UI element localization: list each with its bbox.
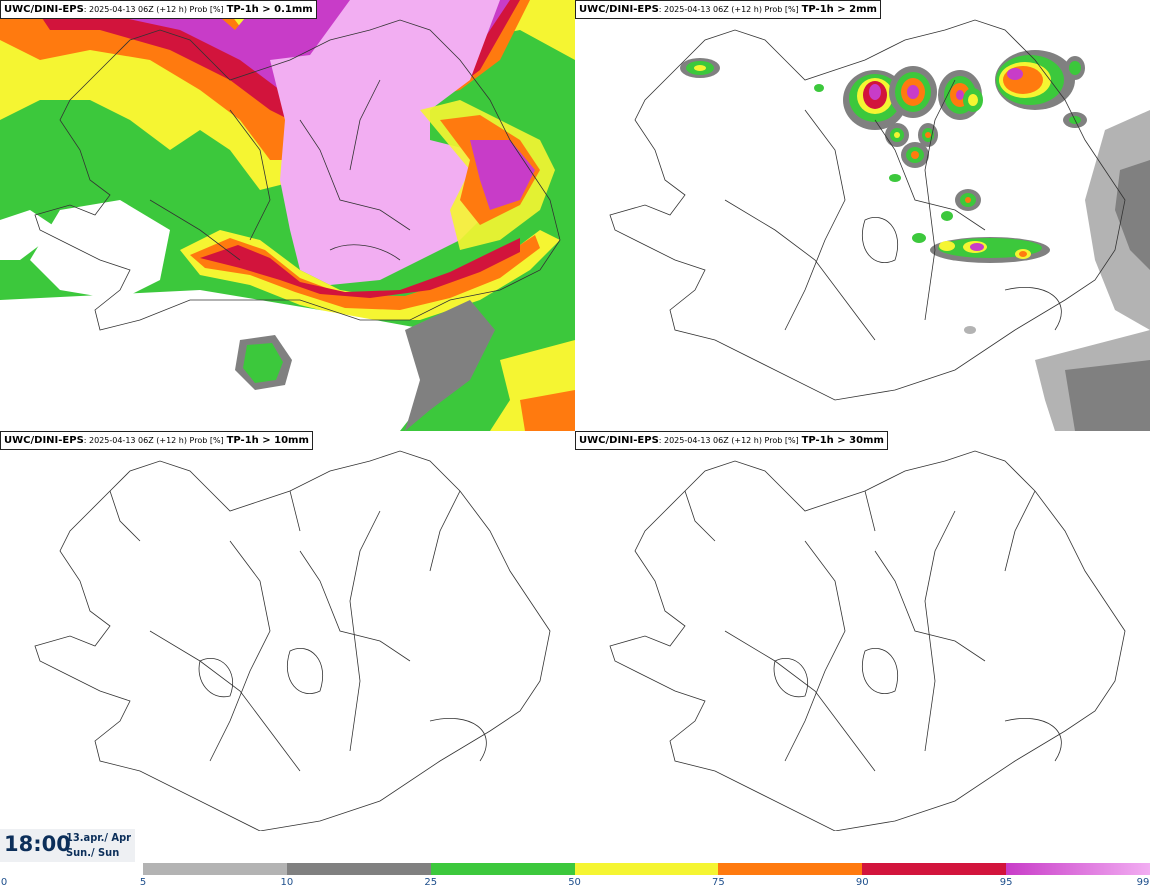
colorbar-segment <box>430 863 576 875</box>
colorbar-segment <box>862 863 1007 875</box>
colorbar-segment <box>1006 863 1150 875</box>
colorbar-segment <box>574 863 719 875</box>
colorbar-tick-label: 0 <box>0 877 8 888</box>
colorbar-tick-label: 90 <box>855 877 869 888</box>
valid-time-box: 18:00 13.apr./ Apr Sun./ Sun <box>0 829 135 862</box>
valid-day: Sun./ Sun <box>66 846 120 859</box>
panel-title: UWC/DINI-EPS: 2025-04-13 06Z (+12 h) Pro… <box>0 0 317 19</box>
colorbar-tick-label: 95 <box>999 877 1013 888</box>
panel-title: UWC/DINI-EPS: 2025-04-13 06Z (+12 h) Pro… <box>0 431 313 450</box>
valid-hour: 18:00 <box>4 832 71 856</box>
colorbar-tick-label: 50 <box>568 877 581 888</box>
map-panel-tp-2mm: UWC/DINI-EPS: 2025-04-13 06Z (+12 h) Pro… <box>575 0 1150 431</box>
colorbar-segment <box>718 863 863 875</box>
precip-map-0.1mm <box>0 0 575 431</box>
colorbar-tick-label: 75 <box>712 877 725 888</box>
precip-map-10mm <box>34 450 551 831</box>
map-panel-tp-0.1mm: UWC/DINI-EPS: 2025-04-13 06Z (+12 h) Pro… <box>0 0 575 431</box>
colorbar-tick-label: 25 <box>424 877 438 888</box>
precip-map-2mm <box>609 19 1150 431</box>
panel-title: UWC/DINI-EPS: 2025-04-13 06Z (+12 h) Pro… <box>575 0 881 19</box>
colorbar-segment <box>143 863 288 875</box>
map-panel-tp-30mm: UWC/DINI-EPS: 2025-04-13 06Z (+12 h) Pro… <box>575 431 1150 862</box>
map-panel-tp-10mm: UWC/DINI-EPS: 2025-04-13 06Z (+12 h) Pro… <box>0 431 575 862</box>
colorbar-tick-label: 10 <box>280 877 294 888</box>
colorbar-tick-label: 5 <box>139 877 147 888</box>
valid-date: 13.apr./ Apr <box>66 831 132 844</box>
colorbar-segment <box>286 863 432 875</box>
precip-map-30mm <box>609 450 1126 831</box>
panel-title: UWC/DINI-EPS: 2025-04-13 06Z (+12 h) Pro… <box>575 431 888 450</box>
colorbar-tick-label: 99 <box>1136 877 1150 888</box>
probability-colorbar <box>143 863 1150 875</box>
